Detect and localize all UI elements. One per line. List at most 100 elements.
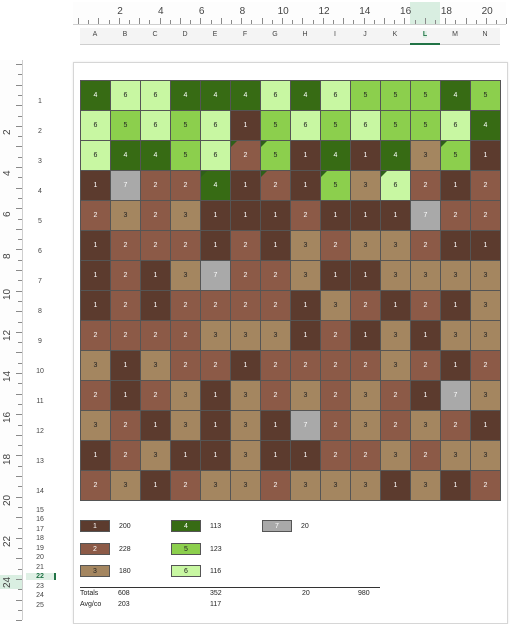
grid-cell[interactable]: 3	[471, 441, 501, 471]
row-header-21[interactable]: 21	[36, 563, 44, 571]
row-header-13[interactable]: 13	[36, 458, 44, 465]
row-header-17[interactable]: 17	[36, 525, 44, 533]
grid-cell[interactable]: 1	[171, 441, 201, 471]
grid-cell[interactable]: 2	[111, 321, 141, 351]
grid-cell[interactable]: 6	[351, 111, 381, 141]
grid-cell[interactable]: 1	[201, 381, 231, 411]
grid-cell[interactable]: 1	[351, 261, 381, 291]
grid-cell[interactable]: 2	[471, 471, 501, 501]
grid-cell[interactable]: 3	[471, 321, 501, 351]
grid-cell[interactable]: 2	[81, 471, 111, 501]
grid-cell[interactable]: 6	[201, 141, 231, 171]
row-header-24[interactable]: 24	[36, 592, 44, 599]
grid-cell[interactable]: 6	[321, 81, 351, 111]
grid-cell[interactable]: 7	[291, 411, 321, 441]
grid-cell[interactable]: 3	[111, 471, 141, 501]
grid-cell[interactable]: 4	[111, 141, 141, 171]
grid-cell[interactable]: 1	[141, 261, 171, 291]
grid-cell[interactable]: 2	[441, 201, 471, 231]
grid-cell[interactable]: 2	[441, 411, 471, 441]
grid-cell[interactable]: 6	[441, 111, 471, 141]
row-header-25[interactable]: 25	[36, 601, 44, 609]
row-header-20[interactable]: 20	[36, 554, 44, 561]
row-header-6[interactable]: 6	[38, 248, 42, 255]
grid-cell[interactable]: 2	[141, 231, 171, 261]
grid-cell[interactable]: 2	[141, 171, 171, 201]
grid-cell[interactable]: 2	[231, 141, 261, 171]
grid-cell[interactable]: 3	[351, 381, 381, 411]
grid-cell[interactable]: 4	[201, 171, 231, 201]
grid-cell[interactable]: 3	[351, 231, 381, 261]
grid-cell[interactable]: 3	[381, 321, 411, 351]
grid-cell[interactable]: 3	[441, 441, 471, 471]
grid-cell[interactable]: 1	[261, 231, 291, 261]
grid-cell[interactable]: 3	[291, 471, 321, 501]
grid-cell[interactable]: 5	[171, 111, 201, 141]
grid-cell[interactable]: 3	[291, 261, 321, 291]
grid-cell[interactable]: 3	[321, 291, 351, 321]
grid-cell[interactable]: 3	[351, 471, 381, 501]
grid-cell[interactable]: 1	[201, 231, 231, 261]
grid-cell[interactable]: 2	[111, 231, 141, 261]
grid-cell[interactable]: 1	[141, 471, 171, 501]
row-header-22[interactable]: 22	[26, 573, 56, 580]
grid-cell[interactable]: 1	[261, 411, 291, 441]
grid-cell[interactable]: 1	[381, 201, 411, 231]
grid-cell[interactable]: 4	[381, 141, 411, 171]
grid-cell[interactable]: 6	[141, 111, 171, 141]
grid-cell[interactable]: 4	[321, 141, 351, 171]
grid-cell[interactable]: 1	[111, 381, 141, 411]
row-headers[interactable]: 1 2 3 4 5 6 7 8 9 10 11 12 13 14 15 16 17 18 19 20 21 22 23 24 2…	[26, 60, 56, 620]
grid-cell[interactable]: 1	[471, 141, 501, 171]
grid-cell[interactable]: 3	[351, 171, 381, 201]
grid-cell[interactable]: 3	[171, 411, 201, 441]
grid-cell[interactable]: 5	[351, 81, 381, 111]
grid-cell[interactable]: 4	[231, 81, 261, 111]
grid-cell[interactable]: 1	[81, 441, 111, 471]
grid-cell[interactable]: 2	[411, 441, 441, 471]
grid-cell[interactable]: 3	[381, 231, 411, 261]
grid-cell[interactable]: 3	[111, 201, 141, 231]
grid-cell[interactable]: 3	[411, 141, 441, 171]
column-header-a[interactable]: A	[92, 31, 98, 38]
grid-cell[interactable]: 2	[111, 411, 141, 441]
grid-cell[interactable]: 1	[351, 141, 381, 171]
row-header-23[interactable]: 23	[36, 582, 44, 590]
row-header-18[interactable]: 18	[36, 535, 44, 542]
grid-cell[interactable]: 1	[441, 171, 471, 201]
column-header-l[interactable]: L	[422, 31, 428, 38]
grid-cell[interactable]: 3	[291, 381, 321, 411]
grid-cell[interactable]: 1	[261, 201, 291, 231]
grid-cell[interactable]: 5	[381, 111, 411, 141]
grid-cell[interactable]: 3	[231, 411, 261, 441]
grid-cell[interactable]: 2	[171, 231, 201, 261]
column-header-h[interactable]: H	[302, 31, 308, 38]
grid-cell[interactable]: 4	[171, 81, 201, 111]
grid-cell[interactable]: 3	[291, 231, 321, 261]
grid-cell[interactable]: 3	[261, 321, 291, 351]
grid-cell[interactable]: 7	[201, 261, 231, 291]
grid-cell[interactable]: 1	[261, 441, 291, 471]
grid-cell[interactable]: 2	[141, 201, 171, 231]
grid-cell[interactable]: 2	[111, 441, 141, 471]
grid-cell[interactable]: 2	[261, 351, 291, 381]
grid-cell[interactable]: 1	[321, 261, 351, 291]
grid-cell[interactable]: 1	[471, 231, 501, 261]
grid-cell[interactable]: 5	[261, 141, 291, 171]
grid-cell[interactable]: 6	[111, 81, 141, 111]
grid-cell[interactable]: 1	[471, 411, 501, 441]
grid-cell[interactable]: 2	[381, 411, 411, 441]
row-header-14[interactable]: 14	[36, 488, 44, 495]
grid-cell[interactable]: 3	[81, 351, 111, 381]
grid-cell[interactable]: 3	[411, 261, 441, 291]
grid-cell[interactable]: 5	[321, 171, 351, 201]
grid-cell[interactable]: 1	[441, 231, 471, 261]
grid-cell[interactable]: 3	[171, 201, 201, 231]
grid-cell[interactable]: 3	[411, 411, 441, 441]
column-header-g[interactable]: G	[272, 31, 278, 38]
grid-cell[interactable]: 1	[381, 471, 411, 501]
grid-cell[interactable]: 3	[381, 351, 411, 381]
grid-cell[interactable]: 2	[171, 351, 201, 381]
grid-cell[interactable]: 3	[231, 471, 261, 501]
grid-cell[interactable]: 5	[441, 141, 471, 171]
